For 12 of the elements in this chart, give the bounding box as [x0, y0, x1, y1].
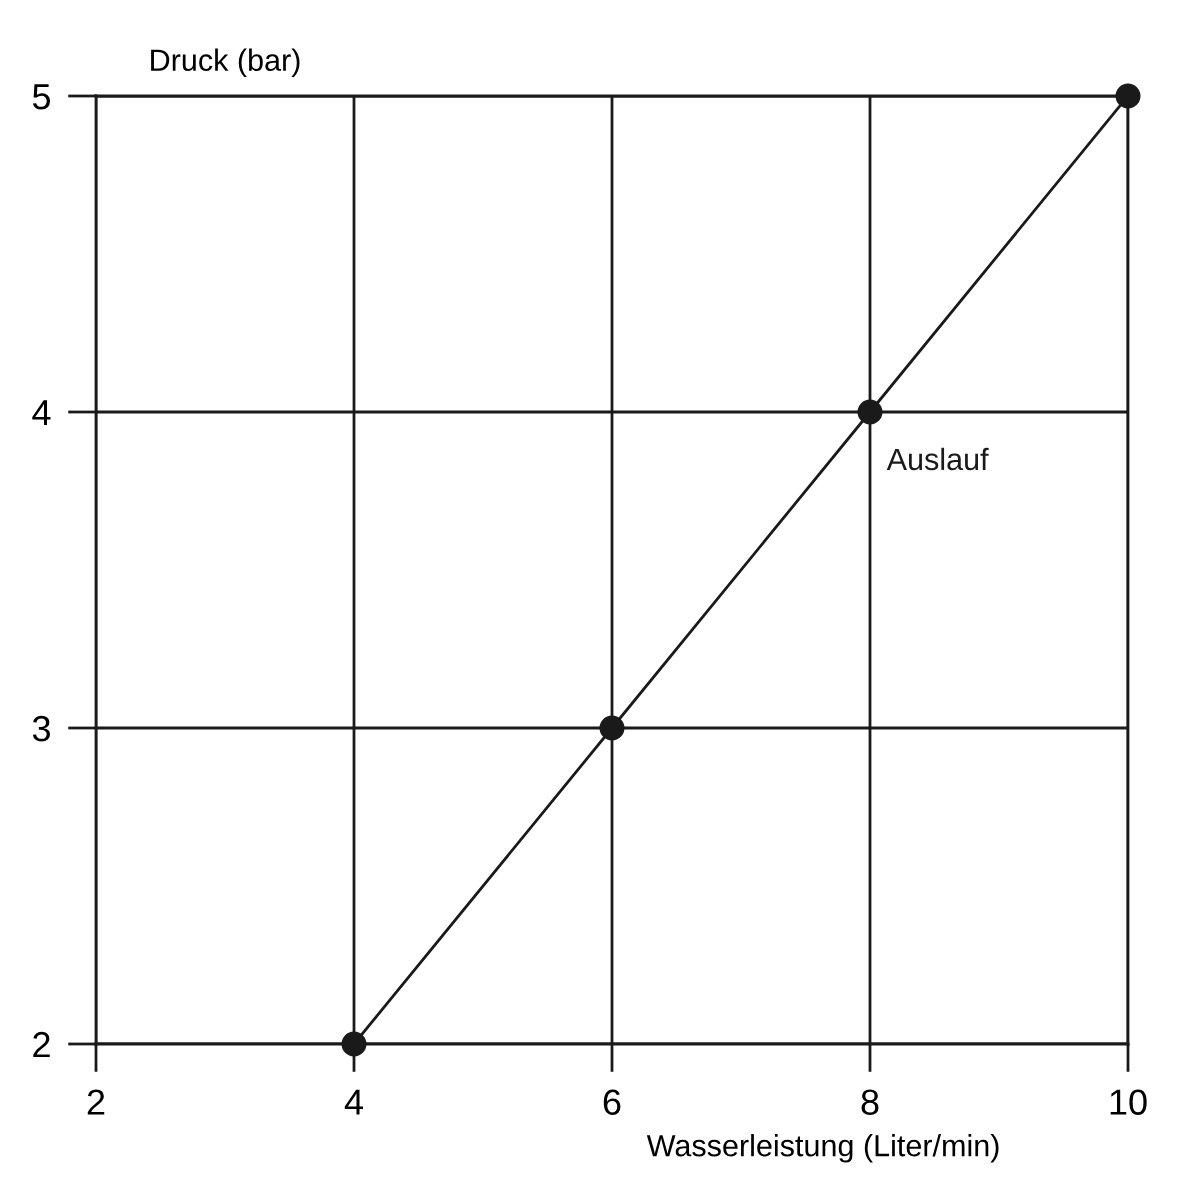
y-tick-label: 2 — [33, 1031, 50, 1058]
series-label: Auslauf — [886, 447, 989, 471]
x-tick-label: 6 — [603, 1089, 621, 1115]
y-tick-label: 3 — [32, 715, 50, 742]
x-tick-label: 8 — [861, 1089, 879, 1115]
y-axis-title: Druck (bar) — [151, 48, 300, 78]
y-tick-label: 5 — [32, 84, 51, 110]
x-tick-label: 10 — [1110, 1089, 1147, 1115]
y-tick-label: 4 — [32, 400, 51, 426]
x-axis-title: Wasserleistung (Liter/min) — [646, 1134, 999, 1163]
x-tick-label: 2 — [87, 1089, 105, 1115]
x-tick-label: 4 — [344, 1089, 363, 1115]
